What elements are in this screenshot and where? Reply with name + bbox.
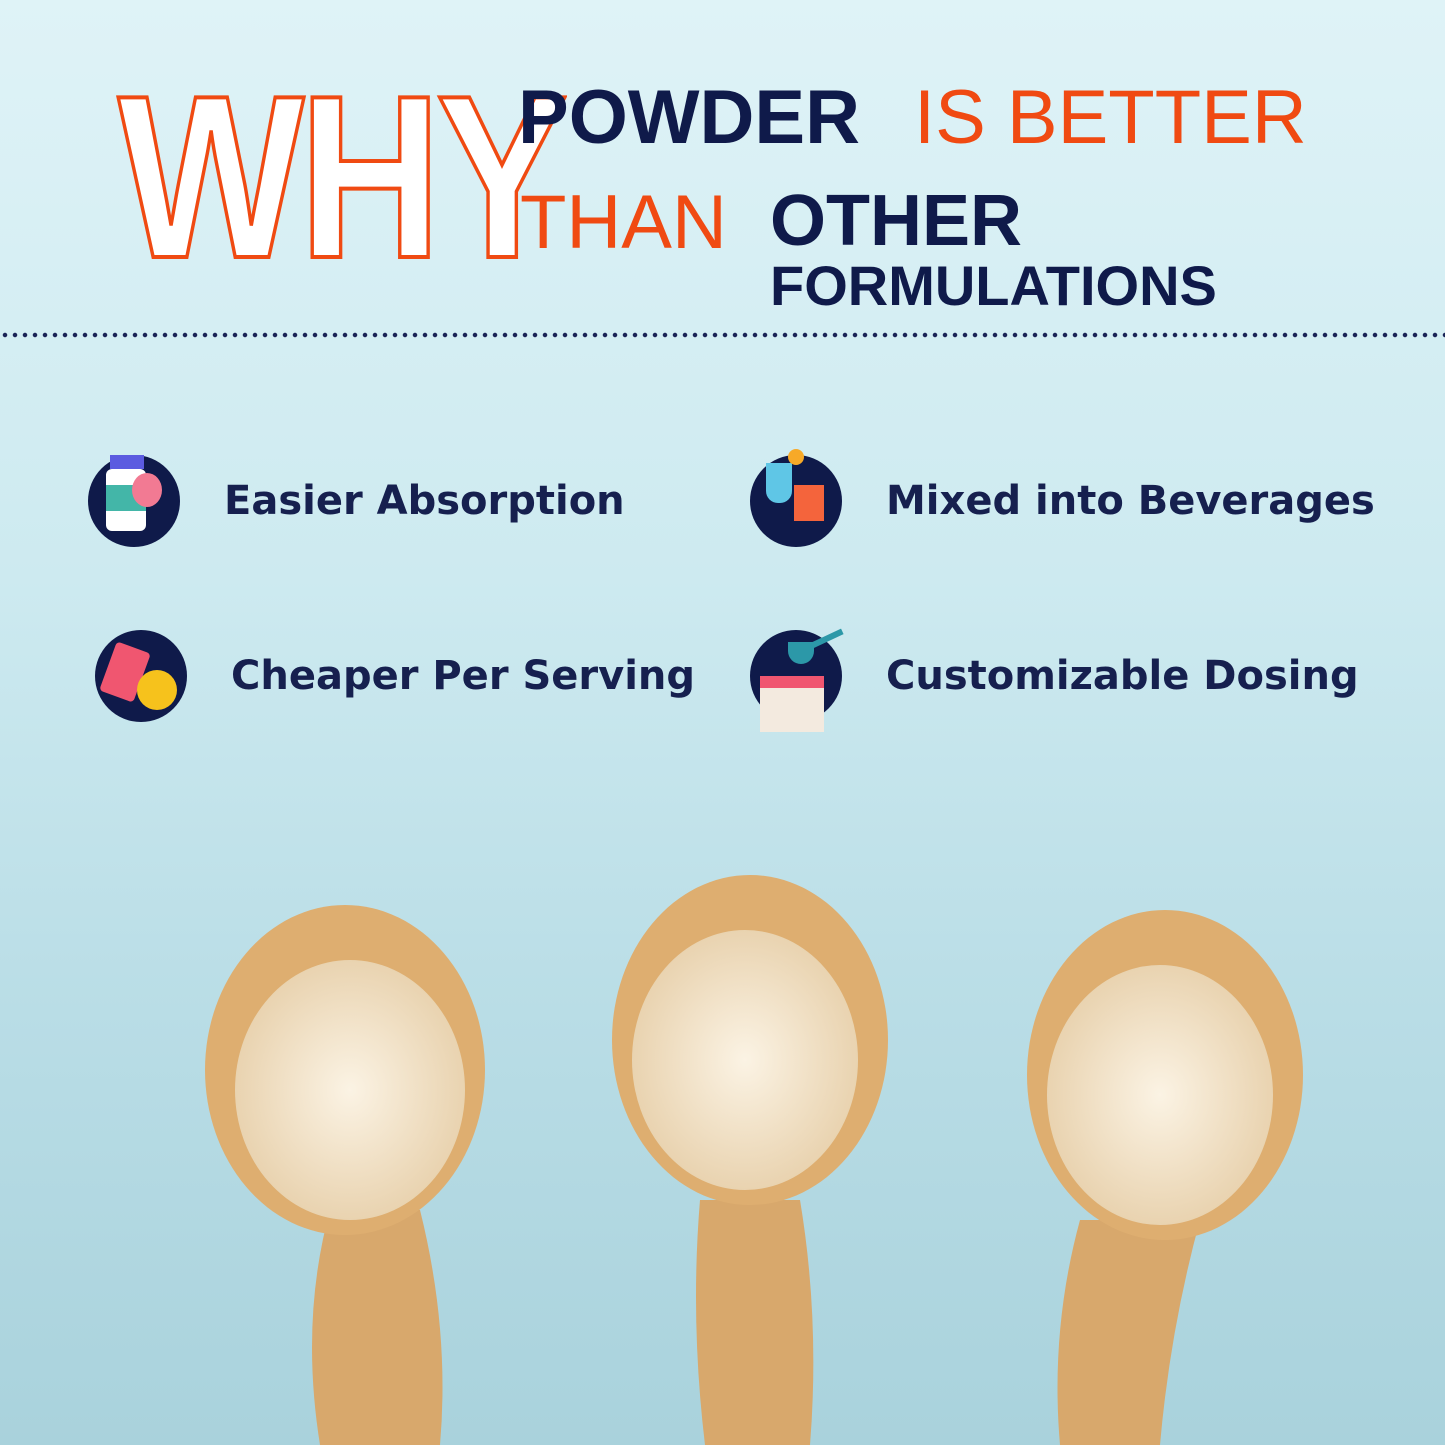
feature-mixed-into-beverages: Mixed into Beverages	[750, 449, 1375, 547]
headline-formulations: FORMULATIONS	[770, 254, 1217, 317]
price-tag-coin-icon	[95, 630, 187, 722]
spoon-right	[1027, 910, 1303, 1445]
headline-why: WHY	[116, 48, 569, 307]
feature-label: Customizable Dosing	[886, 653, 1359, 699]
supplement-stomach-icon	[88, 455, 180, 547]
headline-powder: POWDER	[518, 75, 860, 160]
feature-label: Mixed into Beverages	[886, 478, 1375, 524]
spoon-left	[205, 905, 485, 1445]
headline-than: THAN	[520, 180, 727, 265]
beverages-icon	[750, 449, 842, 547]
headline-is-better: IS BETTER	[914, 75, 1307, 160]
feature-label: Cheaper Per Serving	[231, 653, 696, 699]
wooden-spoons-photo	[205, 875, 1303, 1445]
feature-easier-absorption: Easier Absorption	[88, 455, 625, 547]
feature-customizable-dosing: Customizable Dosing	[750, 628, 1359, 732]
spoon-middle	[612, 875, 888, 1445]
feature-label: Easier Absorption	[224, 478, 625, 524]
scoop-container-icon	[750, 628, 844, 732]
headline-other: OTHER	[770, 181, 1022, 261]
dotted-divider	[0, 332, 1445, 338]
feature-cheaper-per-serving: Cheaper Per Serving	[95, 630, 695, 722]
